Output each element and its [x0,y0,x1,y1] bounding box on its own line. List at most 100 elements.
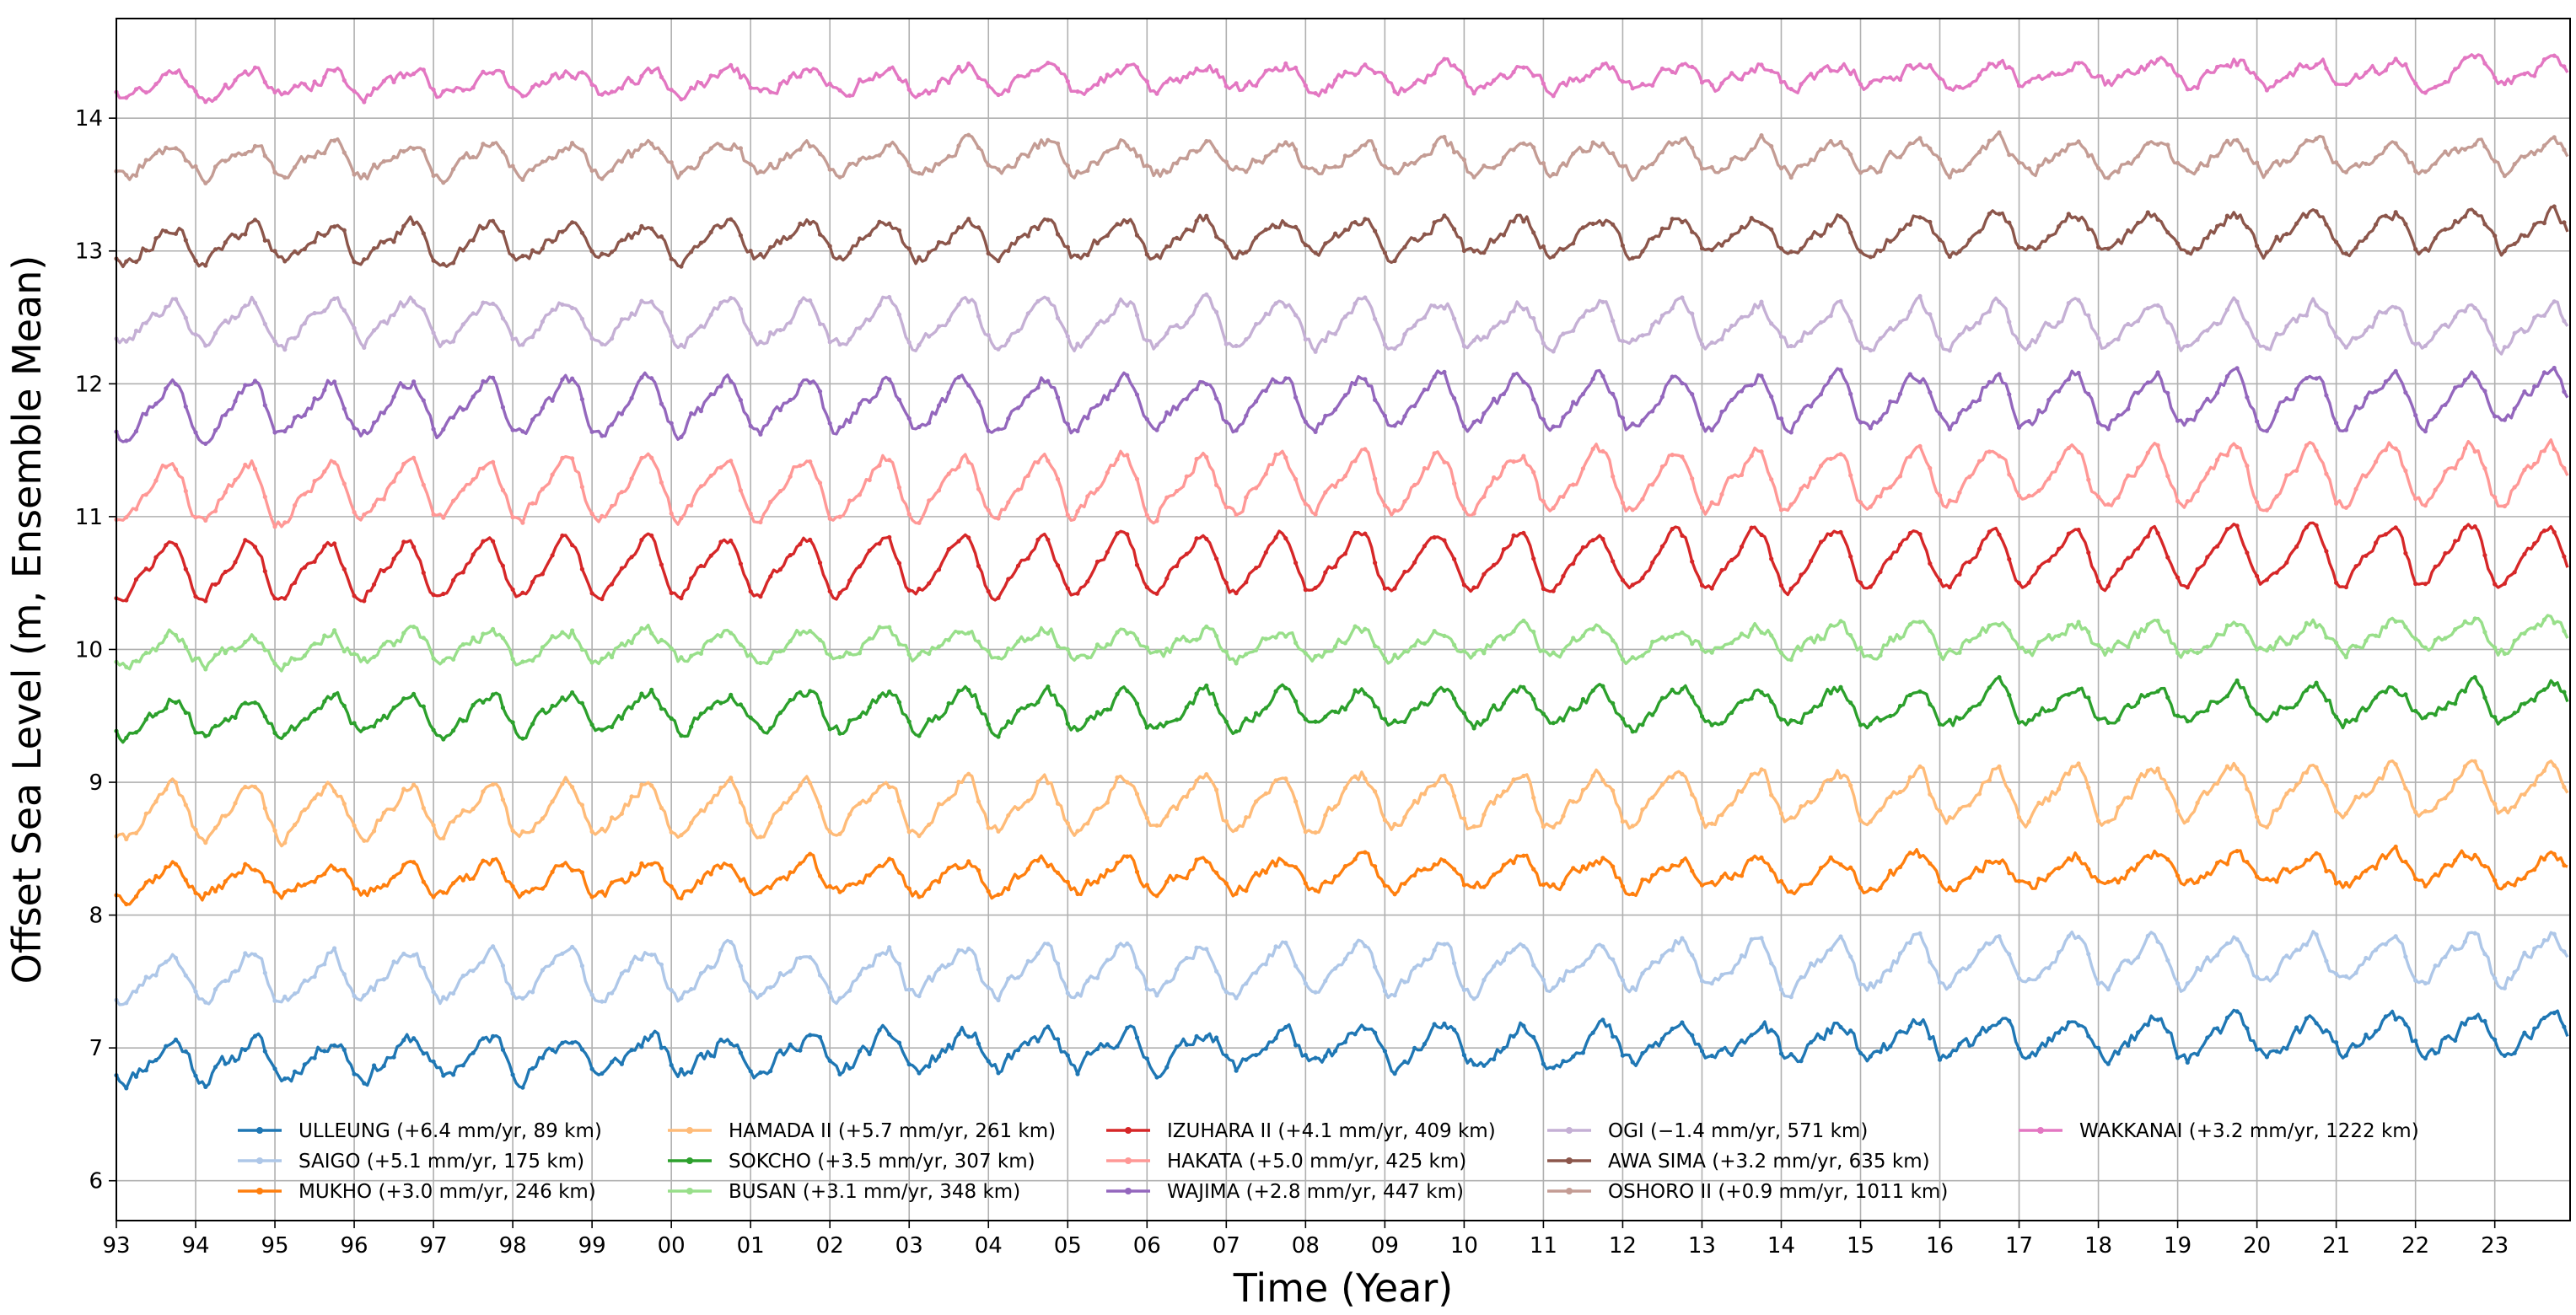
data-point [2512,570,2517,575]
data-point [173,780,179,785]
data-point [1611,559,1616,564]
data-point [2393,619,2398,624]
data-point [2423,582,2428,587]
data-point [2205,1035,2210,1040]
data-point [689,576,694,581]
data-point [1392,346,1397,352]
data-point [1184,705,1189,710]
data-point [183,404,188,409]
x-tick-label: 05 [1054,1233,1082,1259]
data-point [1907,693,1912,698]
data-point [1888,325,1893,330]
data-point [272,828,277,834]
data-point [996,259,1001,264]
data-point [1075,428,1080,433]
data-point [282,90,288,95]
data-point [1402,89,1407,94]
data-point [1521,853,1526,858]
data-point [1838,529,1843,534]
data-point [362,993,367,998]
data-point [1293,65,1299,70]
data-point [1937,577,1943,582]
data-point [1957,880,1962,886]
data-point [1392,718,1397,723]
data-point [1471,585,1476,590]
data-point [2195,247,2200,252]
data-point [2155,57,2160,62]
data-point [1065,513,1070,518]
data-point [1590,773,1595,778]
data-point [164,865,169,870]
data-point [2185,650,2190,655]
data-point [1561,494,1566,499]
data-point [153,478,159,483]
data-point [362,172,367,177]
data-point [1006,976,1011,981]
data-point [996,595,1001,600]
data-point [1739,545,1745,550]
data-point [341,649,347,654]
data-point [1848,554,1853,559]
data-point [2016,815,2022,820]
data-point [1611,474,1616,479]
data-point [1680,1020,1685,1025]
data-point [1363,62,1368,67]
data-point [649,533,654,538]
data-point [2472,305,2477,311]
data-point [906,1062,912,1067]
data-point [2541,687,2546,692]
data-point [550,1047,555,1053]
data-point [2105,583,2111,588]
data-point [2403,625,2408,630]
data-point [2215,861,2220,866]
data-point [1858,645,1863,650]
data-point [629,555,634,560]
data-point [748,889,753,894]
data-point [223,717,228,722]
data-point [966,61,971,67]
data-point [1997,532,2002,537]
data-point [1541,711,1546,717]
data-point [1947,1053,1952,1058]
data-point [906,340,912,345]
data-point [2482,780,2487,785]
series-line [114,759,2569,848]
data-point [996,346,1001,352]
data-point [1273,635,1278,640]
data-point [927,822,932,827]
data-point [362,99,367,105]
data-point [1690,868,1695,873]
data-point [738,307,744,312]
data-point [1055,643,1061,649]
data-point [2026,881,2031,886]
data-point [708,872,713,877]
data-point [1046,537,1051,542]
data-point [1858,170,1863,175]
series-line [114,204,2569,269]
data-point [1729,641,1734,646]
data-point [2235,137,2240,142]
data-point [600,176,605,181]
data-point [1263,636,1268,641]
data-point [1561,648,1566,653]
data-point [1799,410,1804,416]
data-point [2334,580,2339,585]
data-point [1957,969,1962,974]
data-point [1650,639,1655,645]
data-point [2314,932,2319,937]
data-point [1590,538,1595,543]
data-point [2383,67,2388,72]
data-point [1947,585,1952,590]
data-point [619,877,625,882]
data-point [481,858,486,863]
data-point [2205,871,2210,876]
data-point [1263,311,1268,316]
data-point [1897,703,1903,709]
data-point [1412,237,1417,242]
data-point [777,567,783,572]
data-point [1134,65,1140,70]
data-point [460,248,465,253]
data-point [1571,482,1576,487]
data-point [2076,856,2081,861]
data-point [1254,399,1259,404]
